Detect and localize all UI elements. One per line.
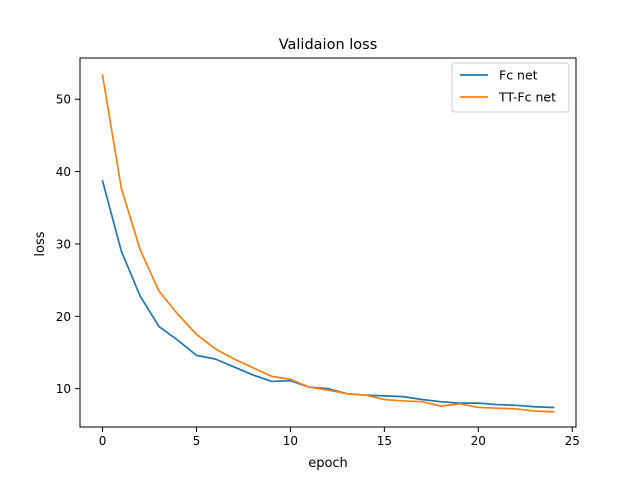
ticks-layer: 0 5 10 15 20 25 10 20 30 40 50 [56, 93, 580, 448]
series-layer [101, 74, 555, 413]
x-tick-label: 0 [99, 434, 107, 448]
y-tick-label: 50 [56, 93, 71, 107]
x-tick-label: 10 [283, 434, 298, 448]
x-tick-label: 20 [471, 434, 486, 448]
legend-label: TT-Fc net [498, 90, 556, 105]
y-axis-label: loss [33, 231, 48, 256]
x-axis-label: epoch [308, 456, 348, 471]
series-line-2 [101, 74, 555, 413]
legend: Fc net TT-Fc net [451, 62, 570, 113]
x-tick-label: 5 [193, 434, 201, 448]
legend-label: Fc net [499, 68, 538, 83]
x-tick-label: 25 [565, 434, 580, 448]
y-tick-label: 30 [56, 237, 71, 251]
plot-frame [79, 57, 577, 428]
chart-title: Validaion loss [279, 37, 378, 53]
y-tick-label: 10 [56, 382, 71, 396]
y-tick-label: 40 [56, 165, 71, 179]
y-tick-label: 20 [56, 310, 71, 324]
x-tick-label: 15 [377, 434, 392, 448]
series-line-1 [101, 179, 555, 409]
